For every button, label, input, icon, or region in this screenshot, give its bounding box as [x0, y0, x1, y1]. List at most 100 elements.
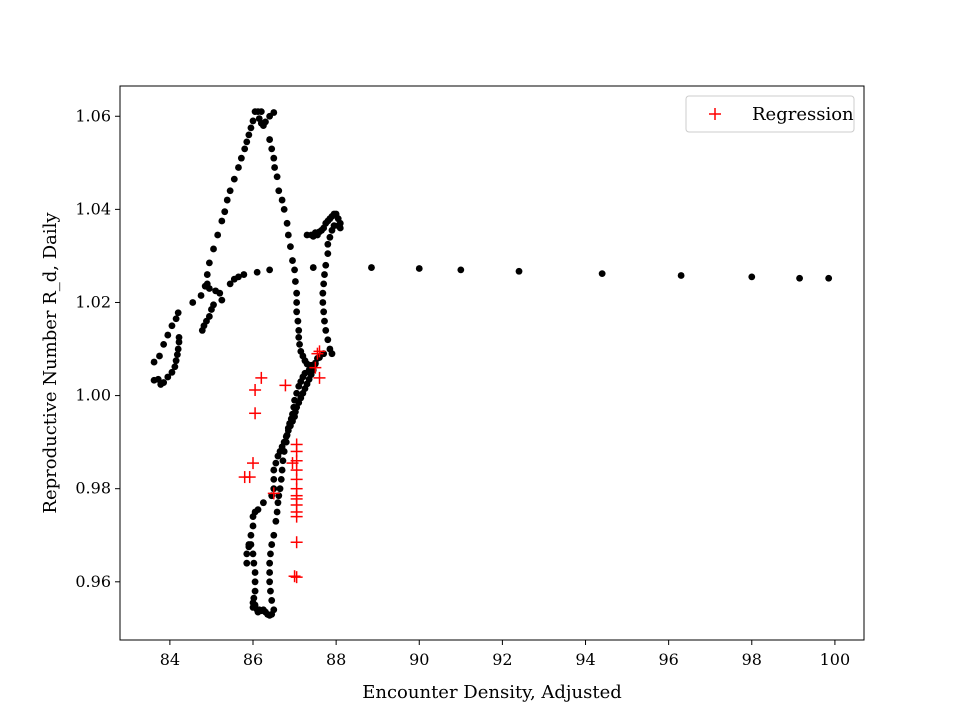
observed-point — [270, 109, 278, 116]
observed-point — [322, 327, 330, 334]
observed-point — [278, 196, 286, 204]
observed-point — [240, 271, 248, 278]
observed-point — [368, 264, 375, 271]
regression-point — [243, 471, 256, 484]
observed-point — [243, 550, 251, 558]
regression-point — [249, 384, 262, 397]
observed-point — [218, 217, 226, 225]
observed-point — [251, 578, 259, 586]
observed-point — [274, 499, 282, 507]
observed-point — [245, 541, 253, 548]
observed-point — [295, 333, 303, 341]
observed-point — [266, 266, 274, 274]
observed-point — [748, 273, 756, 281]
observed-point — [321, 317, 328, 325]
observed-point — [254, 506, 262, 514]
observed-point — [319, 299, 327, 306]
observed-point — [796, 274, 803, 282]
plot-frame — [119, 85, 865, 641]
legend-label-regression: Regression — [752, 104, 854, 125]
y-axis-label: Reproductive Number R_d, Daily — [40, 212, 61, 514]
observed-point — [328, 350, 336, 358]
observed-point — [320, 280, 328, 288]
observed-point — [250, 594, 258, 602]
legend-box — [685, 95, 855, 133]
observed-point — [160, 340, 168, 348]
x-tick-label: 94 — [575, 650, 595, 669]
observed-point — [249, 522, 257, 530]
regression-point — [249, 407, 262, 420]
observed-point — [272, 517, 280, 525]
observed-point — [270, 531, 278, 539]
observed-point — [267, 550, 274, 558]
observed-point — [268, 597, 276, 604]
regression-point — [290, 510, 303, 523]
observed-point — [289, 257, 296, 264]
observed-point — [174, 309, 182, 317]
observed-point — [205, 259, 213, 267]
observed-point — [249, 604, 257, 611]
observed-point — [309, 264, 317, 271]
observed-point — [189, 299, 197, 306]
regression-point — [313, 345, 326, 358]
observed-point — [282, 433, 290, 440]
plot-background — [120, 86, 864, 640]
observed-point — [295, 327, 303, 334]
x-tick-label: 96 — [658, 650, 678, 669]
observed-point — [321, 271, 328, 278]
observed-point — [277, 475, 285, 483]
observed-point — [218, 296, 226, 304]
observed-point — [275, 187, 283, 195]
observed-point — [280, 438, 288, 446]
regression-point — [255, 371, 268, 384]
y-tick-label: 0.98 — [75, 479, 111, 498]
observed-point — [173, 351, 181, 359]
observed-point — [245, 131, 253, 139]
observed-point — [247, 531, 255, 539]
x-tick-label: 98 — [742, 650, 762, 669]
observed-point — [270, 154, 278, 162]
observed-point — [226, 187, 234, 195]
regression-point — [311, 347, 324, 360]
observed-point — [216, 289, 224, 297]
observed-point — [293, 389, 301, 397]
regression-point — [290, 571, 303, 584]
observed-point — [235, 164, 242, 171]
observed-point — [257, 108, 265, 116]
observed-point — [210, 245, 217, 253]
observed-point — [223, 196, 231, 204]
observed-point — [266, 569, 274, 576]
observed-point — [235, 273, 242, 281]
x-tick-label: 86 — [243, 650, 263, 669]
observed-point — [278, 466, 286, 474]
observed-point — [295, 382, 303, 390]
observed-point — [266, 559, 274, 567]
y-tick-label: 0.96 — [75, 572, 111, 591]
observed-point — [203, 271, 211, 278]
x-tick-label: 84 — [160, 650, 180, 669]
x-tick-label: 90 — [409, 650, 429, 669]
observed-point — [168, 322, 176, 330]
observed-point — [251, 569, 259, 576]
observed-point — [284, 231, 292, 239]
observed-point — [164, 373, 172, 381]
observed-point — [172, 357, 180, 365]
observed-point — [322, 261, 330, 269]
x-tick-label: 92 — [492, 650, 512, 669]
observed-point — [237, 154, 245, 162]
observed-point — [293, 289, 301, 297]
observed-point — [598, 270, 606, 278]
regression-point — [313, 371, 326, 384]
y-tick-label: 1.00 — [75, 386, 111, 405]
observed-point — [259, 499, 267, 507]
observed-point — [156, 352, 163, 360]
observed-point — [457, 266, 465, 274]
observed-point — [266, 136, 274, 143]
y-tick-label: 1.06 — [75, 106, 111, 125]
observed-point — [273, 508, 281, 516]
regression-point — [309, 361, 322, 374]
axis-ticks: 84 86 88 90 92 94 96 98 100 0.96 0.98 1.00 1.02 1.04 1… — [75, 106, 850, 669]
observed-point — [276, 485, 284, 493]
observed-point — [324, 250, 332, 257]
